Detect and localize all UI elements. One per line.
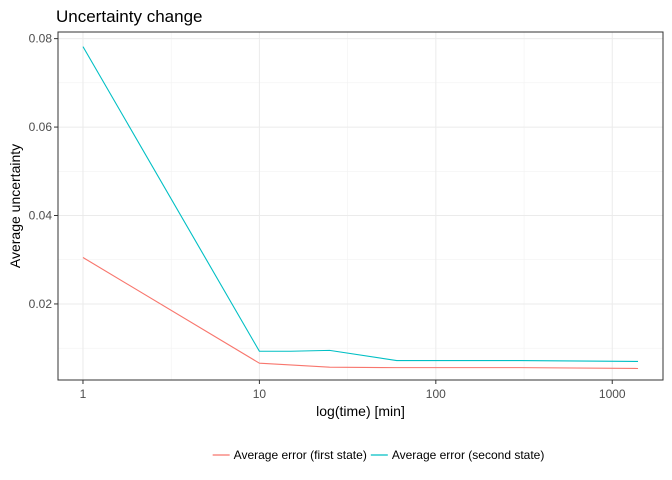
minor-gridlines-y	[58, 82, 663, 349]
legend: Average error (first state) Average error…	[212, 448, 545, 462]
minor-gridlines-x	[170, 32, 525, 380]
x-tick-label: 1000	[599, 387, 626, 401]
y-axis: 0.02 0.04 0.06 0.08	[29, 32, 58, 311]
y-tick-label: 0.04	[29, 209, 53, 223]
plot-panel-border	[57, 31, 664, 381]
y-tick-label: 0.08	[29, 32, 53, 46]
series-line	[82, 46, 639, 362]
series-line	[82, 257, 639, 370]
legend-label: Average error (second state)	[392, 448, 545, 462]
major-gridlines-x	[82, 32, 613, 380]
y-axis-title: Average uncertainty	[7, 144, 23, 268]
major-gridlines-y	[58, 38, 663, 305]
chart-title: Uncertainty change	[56, 7, 202, 26]
y-tick-label: 0.06	[29, 120, 53, 134]
y-tick-label: 0.02	[29, 297, 53, 311]
x-tick-label: 10	[253, 387, 267, 401]
series-layer	[82, 46, 639, 370]
x-axis: 1 10 100 1000	[80, 380, 626, 401]
x-axis-title: log(time) [min]	[316, 403, 405, 419]
x-tick-label: 100	[426, 387, 446, 401]
legend-label: Average error (first state)	[234, 448, 367, 462]
x-tick-label: 1	[80, 387, 87, 401]
